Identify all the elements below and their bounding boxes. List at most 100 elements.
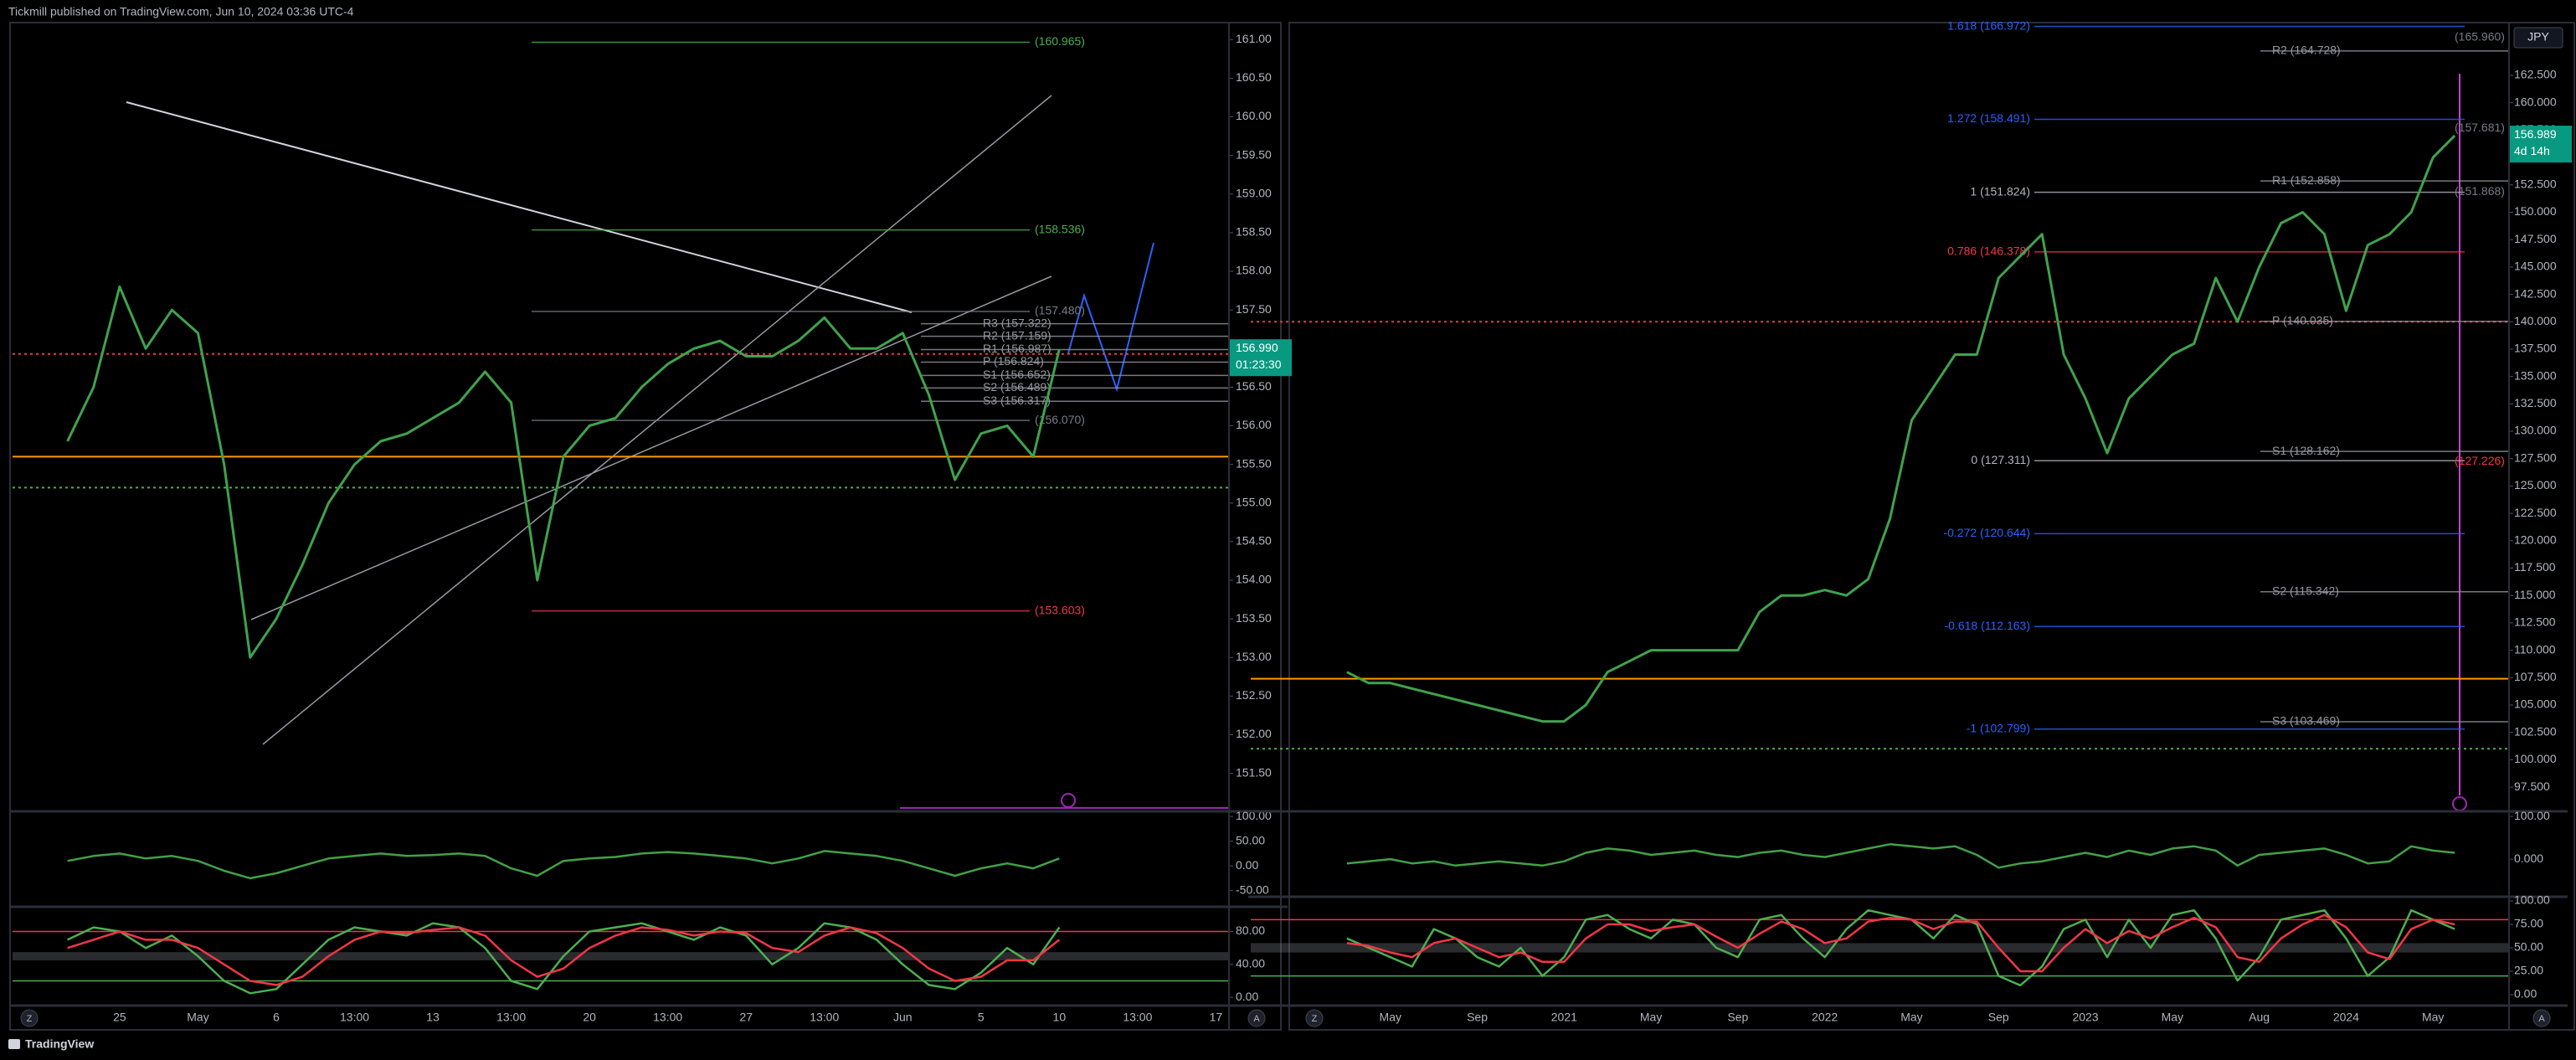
indicator-line [1346,908,2455,987]
indicator-line [67,922,1061,995]
annotation-label: R1 (156.987) [983,342,1051,355]
indicator-band [1251,943,2509,953]
y-tick-label: 125.000 [2514,478,2557,491]
y-tick-label: 0.00 [1236,858,1258,872]
y-tick-label: 153.00 [1236,650,1272,663]
y-tick-label: 107.500 [2514,670,2557,683]
y-tick-label: 100.000 [2514,752,2557,765]
y-tick-label: 151.50 [1236,765,1272,779]
annotation-label: (127.226) [2455,454,2505,467]
axis-button[interactable] [2532,1009,2551,1027]
annotation-label: P (156.824) [983,354,1044,368]
indicator-line [1346,843,2455,869]
y-tick-label: 157.50 [1236,302,1272,316]
annotation-label: (157.480) [1035,304,1085,317]
y-tick-label: 160.50 [1236,70,1272,84]
y-tick-label: 40.00 [1236,957,1265,970]
y-tick-label: 25.00 [2514,964,2543,977]
x-tick-label: 6 [273,1011,280,1024]
currency-label: JPY [2527,30,2549,44]
y-tick-label: 140.000 [2514,314,2557,327]
axis-button[interactable] [20,1009,39,1027]
y-tick-label: 100.00 [2514,893,2550,907]
x-tick-label: 2023 [2072,1011,2098,1024]
y-tick-label: 80.00 [1236,924,1265,937]
y-tick-label: 152.500 [2514,178,2557,191]
x-tick-label: May [1380,1011,1401,1024]
x-tick-label: May [187,1011,208,1024]
axis-button[interactable] [1305,1009,1324,1027]
y-tick-label: 158.50 [1236,225,1272,239]
x-tick-label: Sep [1727,1011,1748,1024]
annotation-label: S2 (156.489) [983,380,1051,394]
y-tick-label: 152.00 [1236,727,1272,740]
indicator-line [67,850,1060,880]
annotation-label: 0.786 (146.378) [1947,244,2030,258]
y-tick-label: 100.00 [2514,809,2550,822]
x-tick-label: 13:00 [496,1011,526,1024]
indicator-line [1346,913,2455,973]
x-tick-label: Sep [1988,1011,2009,1024]
x-tick-label: Sep [1467,1011,1488,1024]
y-tick-label: 155.50 [1236,456,1272,470]
annotation-label: S1 (156.652) [983,368,1051,381]
last-price-tag [1230,339,1292,377]
indicator-band [13,952,1229,960]
x-tick-label: May [2422,1011,2444,1024]
y-tick-label: 0.00 [1236,990,1258,1003]
y-tick-label: -50.00 [1236,882,1269,896]
axis-button-label: Z [27,1014,33,1024]
last-price-tag [2510,126,2572,163]
x-tick-label: 10 [1053,1011,1067,1024]
y-tick-label: 147.500 [2514,232,2557,245]
axis-button[interactable] [1247,1009,1266,1027]
annotation-label: 1.272 (158.491) [1947,111,2030,125]
publish-header: Tickmill published on TradingView.com, J… [8,5,354,18]
x-tick-label: 2021 [1551,1011,1577,1024]
x-tick-label: 2024 [2333,1011,2359,1024]
y-tick-label: 112.500 [2514,615,2556,629]
y-tick-label: 0.000 [2514,852,2543,865]
annotation-label: (165.960) [2455,29,2505,43]
trend-line [126,101,913,313]
x-tick-label: Jun [893,1011,913,1024]
annotation-label: (158.536) [1035,222,1085,235]
annotation-label: (160.965) [1035,34,1085,48]
y-tick-label: 130.000 [2514,424,2557,437]
annotation-label: 1.618 (166.972) [1947,18,2030,32]
x-tick-label: 20 [583,1011,596,1024]
annotation-label: R3 (157.322) [983,316,1051,329]
x-tick-label: 13:00 [810,1011,839,1024]
x-tick-label: 5 [978,1011,985,1024]
logo-icon [8,1039,20,1049]
annotation-label: 1 (151.824) [1970,184,2030,198]
y-tick-label: 161.00 [1236,32,1272,45]
y-tick-label: 142.500 [2514,286,2557,300]
axis-button-label: Z [1312,1014,1318,1024]
y-tick-label: 115.000 [2514,588,2556,601]
y-tick-label: 50.00 [2514,940,2543,954]
y-tick-label: 154.00 [1236,573,1272,586]
y-tick-label: 162.500 [2514,68,2557,81]
last-price-label: 156.990 [1236,341,1278,354]
x-tick-label: May [1900,1011,1922,1024]
y-tick-label: 154.50 [1236,534,1272,548]
marker [1061,793,1076,808]
annotation-label: R1 (152.858) [2272,173,2341,187]
annotation-label: R2 (157.159) [983,328,1051,342]
annotation-label: S3 (156.317) [983,394,1051,407]
annotation-label: P (140.035) [2272,314,2333,327]
y-tick-label: 137.500 [2514,342,2557,355]
annotation-label: 0 (127.311) [1971,453,2030,466]
y-tick-label: 110.000 [2514,642,2556,656]
y-tick-label: 156.00 [1236,418,1272,431]
y-tick-label: 132.500 [2514,396,2557,409]
x-tick-label: May [2162,1011,2183,1024]
price-line [1346,134,2456,723]
annotation-label: (151.868) [2455,184,2505,198]
y-tick-label: 156.50 [1236,379,1272,393]
channel-line [250,275,1052,620]
axis-button-label: A [2538,1014,2545,1024]
